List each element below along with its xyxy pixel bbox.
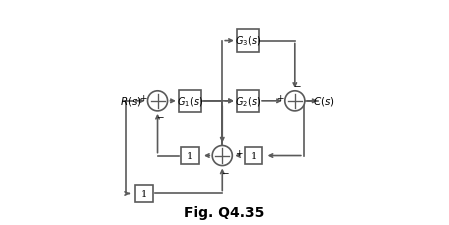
FancyBboxPatch shape [237,90,259,112]
Circle shape [147,91,167,111]
FancyBboxPatch shape [179,90,201,112]
Text: $C(s)$: $C(s)$ [313,95,335,108]
Text: 1: 1 [251,151,257,160]
Text: 1: 1 [141,189,147,198]
Text: −: − [156,112,163,121]
Text: $G_2(s)$: $G_2(s)$ [235,95,261,108]
FancyBboxPatch shape [237,30,259,52]
FancyBboxPatch shape [245,147,263,165]
Text: $G_1(s)$: $G_1(s)$ [177,95,203,108]
Text: Fig. Q4.35: Fig. Q4.35 [184,205,265,219]
Text: +: + [234,148,242,157]
Text: −: − [293,81,300,90]
Text: −: − [220,167,228,176]
FancyBboxPatch shape [181,147,199,165]
Circle shape [285,91,305,111]
Text: +: + [139,94,146,103]
FancyBboxPatch shape [135,185,153,202]
Text: +: + [276,94,283,103]
Text: 1: 1 [187,151,193,160]
Text: $G_3(s)$: $G_3(s)$ [235,35,261,48]
Circle shape [212,146,232,166]
Text: $R(s)$: $R(s)$ [119,95,141,108]
